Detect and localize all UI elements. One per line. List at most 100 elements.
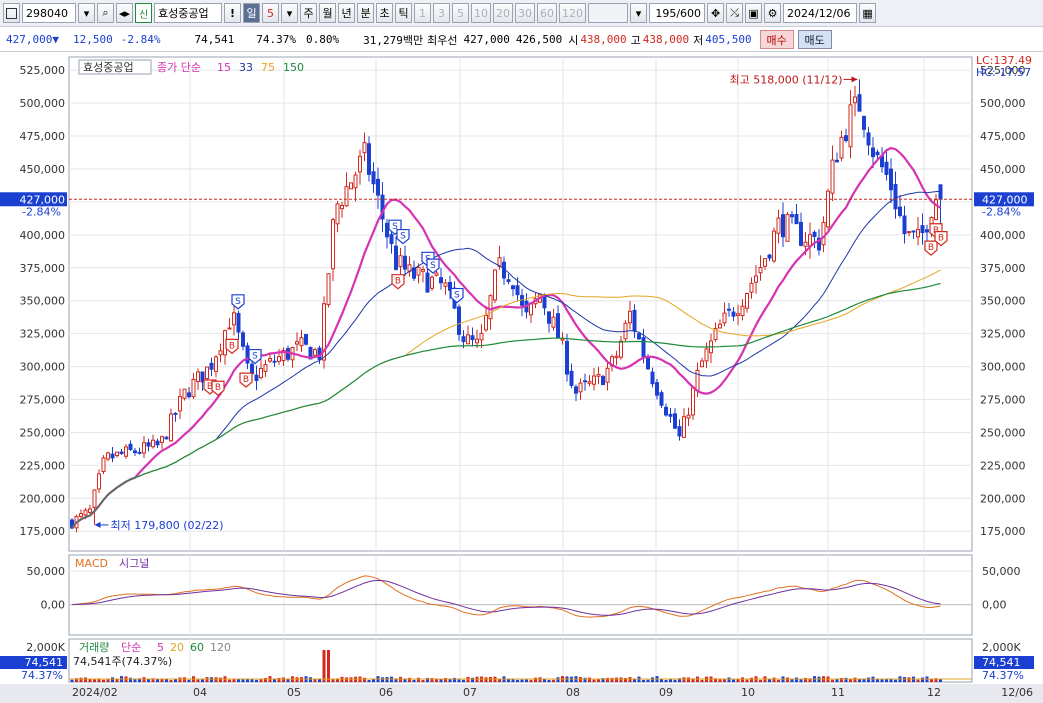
crosshair-icon[interactable]: ✥ [707,3,725,23]
minute-60-button[interactable]: 60 [537,3,558,23]
candle-up [277,356,281,362]
candle-up [713,328,718,341]
volume-bar [255,679,258,682]
price-tick-right: 400,000 [980,229,1026,242]
volume-bar [853,677,857,682]
volume-bar [723,679,726,682]
volume-bar [930,679,933,682]
volume-bar [471,677,474,682]
tab-second[interactable]: 초 [376,3,394,23]
settings-icon[interactable]: ⚙ [764,3,782,23]
x-tick-label: 05 [287,686,301,699]
candle-up [479,332,484,341]
volume-bar [529,679,533,682]
period-dropdown-icon[interactable]: ▾ [281,3,299,23]
candle-up [344,186,349,207]
price-tick-left: 350,000 [20,295,66,308]
volume-bar [646,679,650,682]
current-price-tag-right [974,192,1034,207]
buy-button[interactable]: 매수 [759,30,794,49]
draw-line-icon[interactable]: ⤯ [726,3,744,23]
save-icon[interactable]: ▣ [745,3,763,23]
candle-down [812,231,817,238]
volume-value: 74,541 [194,33,235,46]
volume-bar [786,677,789,682]
ma-15-line [71,146,942,529]
volume-bar [579,677,582,682]
open-label: 시 [568,33,579,47]
volume-bar [507,678,510,682]
candle-up [196,371,200,382]
minute-120-button[interactable]: 120 [559,3,587,23]
sound-icon[interactable]: ◂▸ [116,3,134,23]
candle-up [853,96,857,104]
candle-down [650,371,655,385]
volume-bar [444,678,447,682]
volume-bar [624,677,627,682]
minute-10-button[interactable]: 10 [471,3,492,23]
minute-30-button[interactable]: 30 [515,3,536,23]
legend-stock-name: 효성중공업 [83,61,134,74]
volume-bar [885,679,888,682]
volume-readout: 74,541주(74.37%) [73,655,172,668]
calendar-icon[interactable]: ▦ [859,3,877,23]
volume-ma-60: 60 [190,641,204,654]
candle-down [272,360,277,363]
custom-period-input[interactable] [588,3,629,23]
tab-tick[interactable]: 틱 [395,3,413,23]
volume-bar [448,679,452,682]
code-dropdown-icon[interactable]: ▾ [78,3,95,23]
candle-down [412,267,416,279]
candle-up [101,457,106,472]
sell-button[interactable]: 매도 [797,30,832,49]
tab-week[interactable]: 주 [300,3,318,23]
sell-signal-label: S [252,352,258,362]
date-field[interactable]: 2024/12/06 [783,3,858,23]
candle-down [146,442,151,447]
tab-month[interactable]: 월 [319,3,337,23]
candle-up [83,509,88,516]
candle-down [574,386,578,394]
minute-1-button[interactable]: 1 [414,3,432,23]
candle-up [430,276,434,289]
volume-bar [673,679,677,682]
candle-up [115,451,119,457]
stock-code-input[interactable]: 298040 [22,3,76,23]
candle-up [268,358,272,362]
volume-bar [628,677,632,682]
volume-bar [142,677,146,682]
alert-button[interactable]: ! [224,3,242,23]
minute-5-button[interactable]: 5 [452,3,470,23]
minute-20-button[interactable]: 20 [493,3,514,23]
period-value-input[interactable]: 5 [262,3,280,23]
candle-up [839,136,844,159]
candle-down [367,143,371,175]
volume-bar [664,679,668,682]
minute-3-button[interactable]: 3 [433,3,451,23]
period-unit-button[interactable]: 일 [243,3,261,23]
candle-up [848,104,853,148]
candle-up [686,414,691,419]
candle-down [767,254,772,259]
bar-total: /600 [676,6,702,20]
window-menu-icon[interactable] [3,3,20,23]
candle-up [88,508,92,513]
buy-signal-label: B [207,382,213,392]
volume-tag-left [0,656,67,669]
price-tick-left: 400,000 [20,229,66,242]
tab-minute[interactable]: 분 [357,3,375,23]
candle-up [722,312,727,324]
volume-bar [385,677,389,682]
volume-bar [133,679,137,682]
search-icon[interactable]: ⌕ [97,3,114,23]
volume-pct-right: 74.37% [982,669,1024,682]
tab-year[interactable]: 년 [338,3,356,23]
volume-bar [498,678,501,682]
custom-period-dropdown-icon[interactable]: ▾ [630,3,648,23]
price-chart[interactable]: 525,000 525,000 500,000 500,000 475,000 475,0… [0,52,1043,703]
volume-bar [453,677,456,682]
candle-down [133,450,137,454]
volume-bar [381,677,384,682]
price-tick-right: 250,000 [980,426,1026,439]
bar-count-field[interactable]: 195/600 [649,3,706,23]
